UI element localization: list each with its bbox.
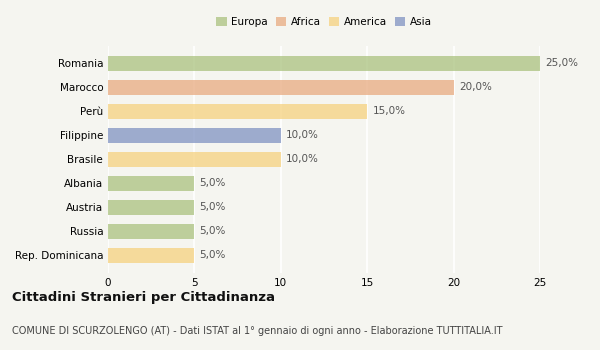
Bar bbox=[108, 224, 194, 239]
Text: 5,0%: 5,0% bbox=[200, 202, 226, 212]
Bar bbox=[108, 128, 281, 143]
Text: COMUNE DI SCURZOLENGO (AT) - Dati ISTAT al 1° gennaio di ogni anno - Elaborazion: COMUNE DI SCURZOLENGO (AT) - Dati ISTAT … bbox=[12, 326, 503, 336]
Bar bbox=[108, 200, 194, 215]
Bar bbox=[108, 248, 194, 262]
Text: 5,0%: 5,0% bbox=[200, 226, 226, 236]
Bar bbox=[108, 56, 540, 71]
Text: Cittadini Stranieri per Cittadinanza: Cittadini Stranieri per Cittadinanza bbox=[12, 290, 275, 303]
Text: 10,0%: 10,0% bbox=[286, 154, 319, 164]
Bar bbox=[108, 176, 194, 191]
Text: 5,0%: 5,0% bbox=[200, 250, 226, 260]
Text: 5,0%: 5,0% bbox=[200, 178, 226, 188]
Text: 20,0%: 20,0% bbox=[459, 82, 491, 92]
Bar bbox=[108, 80, 454, 95]
Text: 15,0%: 15,0% bbox=[373, 106, 406, 116]
Text: 10,0%: 10,0% bbox=[286, 130, 319, 140]
Legend: Europa, Africa, America, Asia: Europa, Africa, America, Asia bbox=[212, 13, 436, 31]
Bar bbox=[108, 152, 281, 167]
Bar bbox=[108, 104, 367, 119]
Text: 25,0%: 25,0% bbox=[545, 58, 578, 68]
